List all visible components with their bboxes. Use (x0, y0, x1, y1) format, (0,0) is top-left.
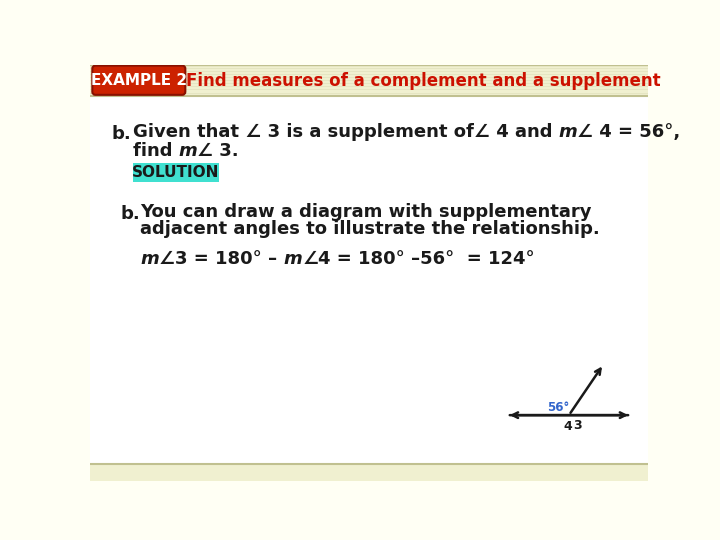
Text: m: m (179, 142, 197, 160)
Text: b.: b. (121, 205, 140, 223)
Text: 4 = 56°,: 4 = 56°, (593, 123, 680, 141)
Text: 56°: 56° (547, 401, 570, 414)
Text: EXAMPLE 2: EXAMPLE 2 (91, 73, 187, 89)
Text: 3 = 180° –: 3 = 180° – (175, 249, 284, 268)
Text: Given that ∠ 3 is a supplement of∠ 4 and: Given that ∠ 3 is a supplement of∠ 4 and (132, 123, 559, 141)
Text: m: m (559, 123, 577, 141)
Text: 3.: 3. (213, 142, 239, 160)
Text: ∠: ∠ (302, 249, 318, 268)
Text: ∠: ∠ (159, 249, 175, 268)
Text: 3: 3 (573, 419, 582, 432)
Text: 4 = 180° –56°  = 124°: 4 = 180° –56° = 124° (318, 249, 535, 268)
FancyBboxPatch shape (92, 65, 185, 95)
Text: m: m (140, 249, 159, 268)
Text: find: find (132, 142, 179, 160)
Bar (90, 96, 648, 464)
Text: b.: b. (112, 125, 132, 143)
Text: SOLUTION: SOLUTION (132, 165, 220, 180)
Text: ∠: ∠ (577, 123, 593, 141)
Bar (132, 164, 220, 182)
Bar (90, 464, 648, 481)
Text: ∠: ∠ (197, 142, 213, 160)
Text: Find measures of a complement and a supplement: Find measures of a complement and a supp… (186, 72, 660, 90)
Text: You can draw a diagram with supplementary: You can draw a diagram with supplementar… (140, 204, 592, 221)
Text: 4: 4 (564, 420, 572, 433)
Bar (90, 65, 648, 96)
Text: m: m (284, 249, 302, 268)
Text: adjacent angles to illustrate the relationship.: adjacent angles to illustrate the relati… (140, 220, 600, 238)
